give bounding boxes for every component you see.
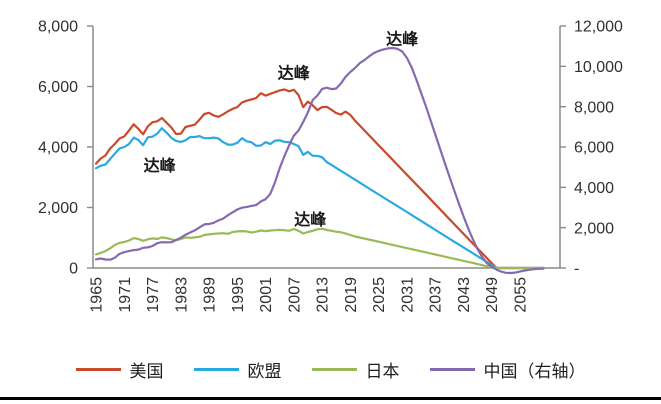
peak-annotation-china: 达峰 [386, 30, 419, 49]
x-tick-label: 2013 [315, 277, 332, 313]
emissions-peak-line-chart: 0 2,000 4,000 6,000 8,000 - 2,000 4,000 6,000 8,0… [38, 19, 623, 313]
left-tick-label: 8,000 [38, 19, 78, 36]
x-tick-label: 2025 [371, 277, 388, 313]
x-tick-label: 2001 [258, 277, 275, 313]
x-tick-label: 1995 [230, 277, 247, 313]
axis-lines [92, 26, 561, 269]
left-tick-label: 0 [69, 261, 78, 278]
right-tick-label: 4,000 [574, 180, 614, 197]
x-tick-label: 1983 [173, 277, 190, 313]
legend-item-eu: 欧盟 [193, 357, 282, 382]
x-tick-label: 1971 [117, 277, 134, 313]
x-tick-label: 2037 [428, 277, 445, 313]
series-line-eu [94, 127, 545, 270]
x-tick-label: 2019 [343, 277, 360, 313]
peak-annotation-eu: 达峰 [144, 156, 177, 175]
legend-label-usa: 美国 [129, 362, 164, 381]
right-tick-label: 6,000 [574, 140, 614, 157]
legend-item-china: 中国（右轴） [429, 357, 586, 382]
legend-item-japan: 日本 [311, 357, 400, 382]
x-tick-label: 2031 [399, 277, 416, 313]
legend-label-eu: 欧盟 [247, 362, 282, 381]
peak-annotation-usa: 达峰 [278, 63, 311, 82]
x-tick-label: 2049 [484, 277, 501, 313]
legend-label-china: 中国（右轴） [483, 362, 586, 381]
legend-item-usa: 美国 [75, 357, 164, 382]
x-tick-label: 1965 [89, 277, 106, 313]
left-tick-label: 2,000 [38, 200, 78, 217]
right-tick-label: 12,000 [574, 19, 623, 36]
x-axis-labels: 1965 1971 1977 1983 1989 1995 2001 2007 2013 2019… [89, 277, 530, 313]
x-tick-label: 1977 [145, 277, 162, 313]
chart-legend: 美国 欧盟 日本 中国（右轴） [0, 357, 661, 382]
series-line-china [94, 46, 545, 275]
right-tick-label: - [574, 261, 579, 278]
y-axis-left: 0 2,000 4,000 6,000 8,000 [38, 19, 93, 278]
legend-swatch-eu [193, 368, 239, 371]
right-tick-label: 2,000 [574, 220, 614, 237]
y-axis-right: - 2,000 4,000 6,000 8,000 10,000 12,000 [560, 19, 623, 278]
legend-swatch-usa [75, 368, 121, 371]
x-tick-label: 2043 [456, 277, 473, 313]
legend-swatch-japan [311, 368, 357, 371]
peak-annotation-japan: 达峰 [294, 210, 327, 229]
left-tick-label: 4,000 [38, 140, 78, 157]
series-line-usa [94, 88, 545, 270]
right-tick-label: 8,000 [574, 99, 614, 116]
legend-label-japan: 日本 [365, 362, 400, 381]
bottom-divider-line [0, 397, 661, 400]
x-tick-label: 2055 [513, 277, 530, 313]
legend-swatch-china [429, 368, 475, 371]
x-tick-label: 1989 [202, 277, 219, 313]
series-line-japan [94, 227, 545, 270]
x-tick-label: 2007 [286, 277, 303, 313]
left-tick-label: 6,000 [38, 79, 78, 96]
right-tick-label: 10,000 [574, 59, 623, 76]
